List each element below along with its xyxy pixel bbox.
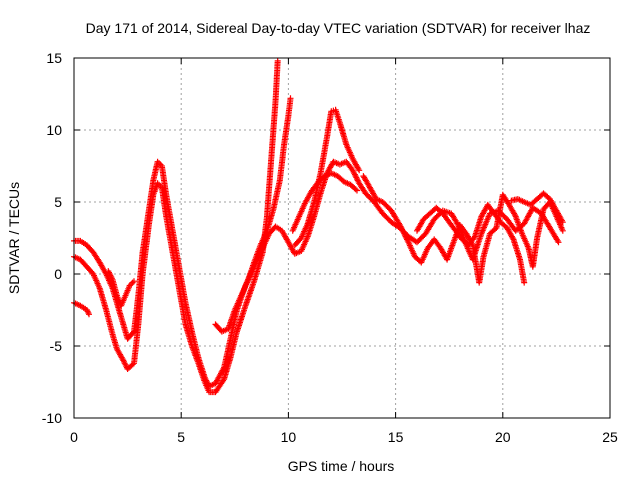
data-point bbox=[86, 311, 92, 318]
data-point bbox=[521, 279, 528, 286]
data-point-interp bbox=[352, 186, 359, 193]
x-tick-label: 25 bbox=[602, 429, 618, 445]
chart-title: Day 171 of 2014, Sidereal Day-to-day VTE… bbox=[86, 20, 591, 36]
x-tick-label: 5 bbox=[177, 429, 185, 445]
data-point bbox=[559, 227, 566, 234]
grid bbox=[74, 58, 610, 418]
data-point bbox=[555, 239, 562, 246]
data-point bbox=[131, 278, 137, 285]
data-point bbox=[287, 95, 294, 102]
y-tick-label: -10 bbox=[42, 410, 62, 426]
data-point bbox=[354, 187, 360, 194]
y-tick-label: 5 bbox=[54, 194, 62, 210]
y-tick-label: 15 bbox=[46, 50, 62, 66]
data-points bbox=[71, 57, 566, 396]
data-point bbox=[356, 167, 363, 174]
y-tick-label: 0 bbox=[54, 266, 62, 282]
x-tick-label: 15 bbox=[388, 429, 404, 445]
x-tick-label: 0 bbox=[70, 429, 78, 445]
y-axis-label: SDTVAR / TECUs bbox=[6, 182, 22, 294]
data-point bbox=[559, 219, 566, 226]
y-tick-label: 10 bbox=[46, 122, 62, 138]
plot-area-border bbox=[73, 57, 611, 419]
x-tick-label: 10 bbox=[281, 429, 297, 445]
axis-ticks: 0 5 10 15 20 25 -10 -5 0 5 10 15 bbox=[42, 50, 618, 445]
x-tick-label: 20 bbox=[495, 429, 511, 445]
x-axis-label: GPS time / hours bbox=[288, 458, 395, 474]
data-point bbox=[274, 57, 281, 64]
y-tick-label: -5 bbox=[50, 338, 63, 354]
